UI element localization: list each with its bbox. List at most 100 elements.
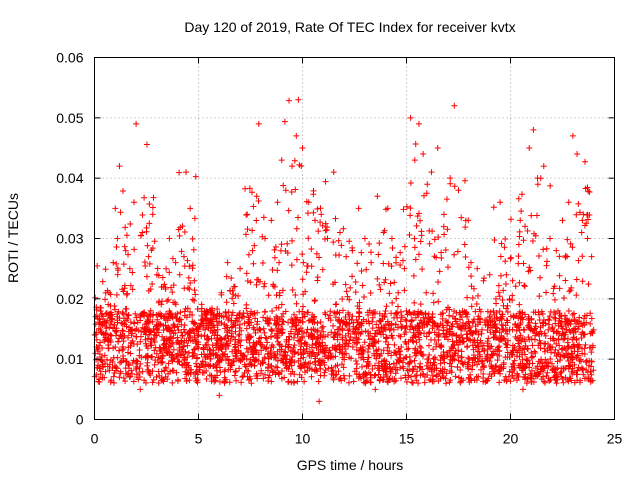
data-point-bg <box>109 364 116 371</box>
data-point-bg <box>145 287 152 294</box>
data-point-bg <box>225 343 232 350</box>
data-point-bg <box>267 333 274 340</box>
data-point-bg <box>502 281 509 288</box>
data-point-bg <box>126 374 133 381</box>
data-point-bg <box>588 371 595 378</box>
data-point-bg <box>388 332 395 339</box>
data-point-bg <box>477 337 484 344</box>
x-tick-label: 5 <box>195 431 203 447</box>
data-point-bg <box>185 274 192 281</box>
data-point-bg <box>365 328 372 335</box>
data-point-bg <box>191 215 198 222</box>
data-point-bg <box>573 276 580 283</box>
data-point-bg <box>414 311 421 318</box>
data-point-bg <box>267 348 274 355</box>
data-point-bg <box>444 353 451 360</box>
data-point-bg <box>346 354 353 361</box>
data-point-bg <box>518 208 525 215</box>
data-point <box>336 229 343 236</box>
data-point <box>324 235 331 242</box>
data-point-bg <box>366 361 373 368</box>
data-point-bg <box>515 260 522 267</box>
data-point-bg <box>551 369 558 376</box>
data-point-bg <box>402 374 409 381</box>
data-point-bg <box>435 279 442 286</box>
data-point-bg <box>142 262 149 269</box>
data-point-bg <box>369 366 376 373</box>
data-point-bg <box>131 246 138 253</box>
data-point-bg <box>144 242 151 249</box>
data-point-bg <box>444 264 451 271</box>
data-point-bg <box>362 380 369 387</box>
data-point-bg <box>580 366 587 373</box>
data-point-bg <box>256 278 263 285</box>
data-point-bg <box>251 242 258 249</box>
data-point <box>574 151 581 158</box>
data-point-bg <box>421 379 428 386</box>
data-point-bg <box>533 329 540 336</box>
data-point-bg <box>169 351 176 358</box>
data-point-bg <box>577 356 584 363</box>
data-point-bg <box>496 368 503 375</box>
data-point-bg <box>577 379 584 386</box>
data-point-bg <box>122 224 129 231</box>
data-point <box>253 193 260 200</box>
data-point-bg <box>474 355 481 362</box>
data-point-bg <box>406 366 413 373</box>
data-point-bg <box>107 332 114 339</box>
data-point-bg <box>301 369 308 376</box>
data-point-bg <box>257 339 264 346</box>
data-point-bg <box>128 339 135 346</box>
data-point-bg <box>288 357 295 364</box>
data-point-bg <box>288 188 295 195</box>
data-point-bg <box>508 254 515 261</box>
data-point-bg <box>539 310 546 317</box>
data-point-bg <box>539 360 546 367</box>
data-point-bg <box>441 366 448 373</box>
data-point-bg <box>370 343 377 350</box>
data-point-bg <box>526 336 533 343</box>
data-point-bg <box>431 236 438 243</box>
data-point-bg <box>158 355 165 362</box>
data-point-bg <box>289 323 296 330</box>
data-point-bg <box>497 363 504 370</box>
data-point-bg <box>350 337 357 344</box>
data-point-bg <box>156 298 163 305</box>
data-point-bg <box>245 349 252 356</box>
data-point-bg <box>515 340 522 347</box>
data-point-bg <box>435 298 442 305</box>
data-point-bg <box>265 361 272 368</box>
data-point-bg <box>532 365 539 372</box>
data-point-bg <box>233 377 240 384</box>
data-point-bg <box>120 288 127 295</box>
data-point-bg <box>499 311 506 318</box>
data-point-bg <box>360 379 367 386</box>
data-point-bg <box>411 332 418 339</box>
data-point-bg <box>403 203 410 210</box>
data-point-bg <box>103 325 110 332</box>
data-point-bg <box>180 326 187 333</box>
data-point-bg <box>397 249 404 256</box>
data-point-bg <box>454 363 461 370</box>
data-point-bg <box>562 315 569 322</box>
data-point-bg <box>574 343 581 350</box>
data-point-bg <box>480 342 487 349</box>
data-point-bg <box>169 358 176 365</box>
data-point-bg <box>111 302 118 309</box>
data-point-bg <box>381 279 388 286</box>
data-point-bg <box>264 365 271 372</box>
data-point-bg <box>245 318 252 325</box>
data-point-bg <box>133 364 140 371</box>
data-point-bg <box>464 344 471 351</box>
data-point-bg <box>535 371 542 378</box>
data-point-bg <box>213 367 220 374</box>
data-point-bg <box>160 322 167 329</box>
data-point-bg <box>195 326 202 333</box>
data-point-bg <box>346 296 353 303</box>
data-point-bg <box>330 374 337 381</box>
data-point-bg <box>361 339 368 346</box>
data-point-bg <box>515 253 522 260</box>
data-point-bg <box>174 378 181 385</box>
data-point-bg <box>525 334 532 341</box>
data-point-bg <box>588 363 595 370</box>
